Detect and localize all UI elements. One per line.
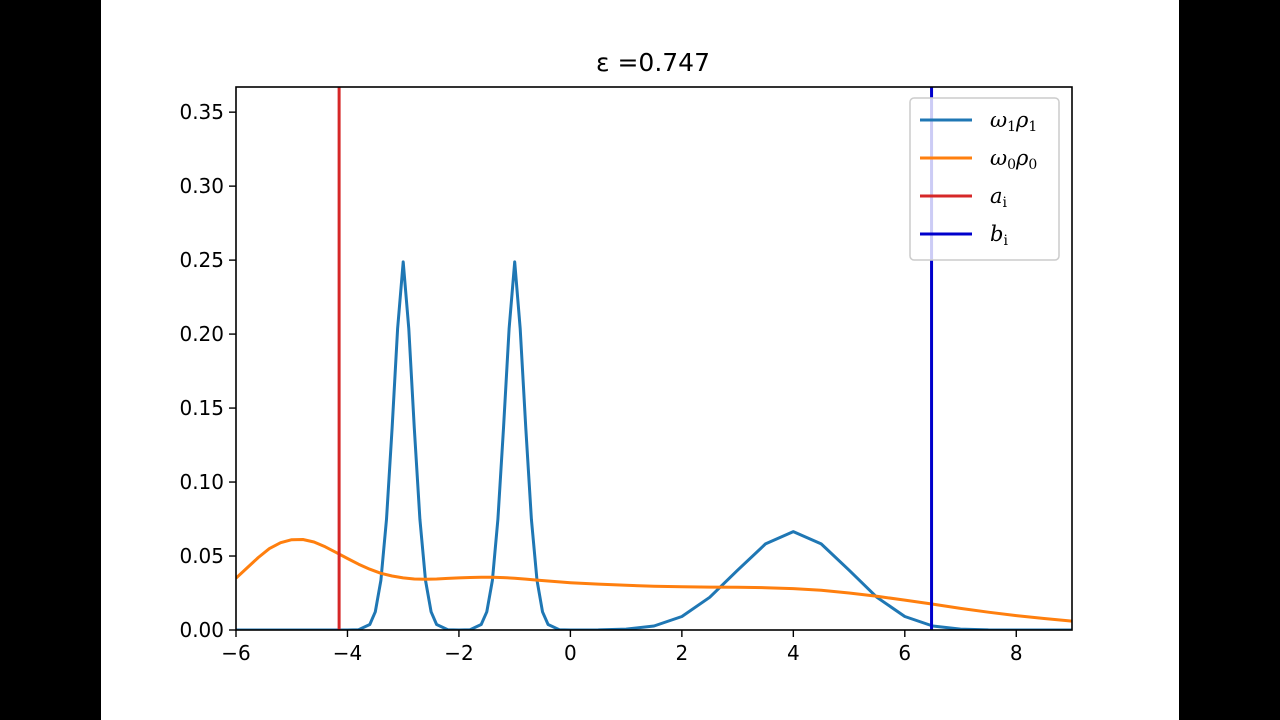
legend-label: ω0ρ0 — [990, 146, 1037, 173]
legend-label: ai — [990, 184, 1008, 211]
y-tick-label: 0.25 — [179, 248, 224, 272]
x-tick-label: 8 — [1010, 641, 1023, 665]
axes-frame — [235, 86, 1073, 631]
chart: ε =0.747 −6 −4 −2 0 2 4 6 8 0.00 0.05 0.10 0.15 0.20… — [179, 48, 1073, 665]
y-tick-label: 0.35 — [179, 100, 224, 124]
x-tick-label: 0 — [564, 641, 577, 665]
chart-title: ε =0.747 — [596, 48, 710, 77]
legend-box — [909, 97, 1060, 261]
x-tick-label: 6 — [898, 641, 911, 665]
x-tick-label: −6 — [221, 641, 250, 665]
y-tick-label: 0.30 — [179, 174, 224, 198]
x-tick-label: −2 — [444, 641, 473, 665]
legend: ω1ρ1 ω0ρ0 ai bi — [909, 97, 1060, 261]
legend-label: ω1ρ1 — [990, 108, 1037, 135]
legend-label: bi — [990, 222, 1008, 249]
x-tick-label: −4 — [333, 641, 362, 665]
legend-entry-a-i: ai — [920, 184, 1008, 211]
y-tick-label: 0.20 — [179, 322, 224, 346]
figure-frame: ε =0.747 −6 −4 −2 0 2 4 6 8 0.00 0.05 0.10 0.15 0.20… — [101, 0, 1179, 720]
legend-entry-b-i: bi — [920, 222, 1008, 249]
series-line-omega0-rho0 — [236, 538, 1072, 623]
y-tick-label: 0.10 — [179, 470, 224, 494]
y-tick-label: 0.05 — [179, 544, 224, 568]
x-tick-label: 4 — [787, 641, 800, 665]
legend-entry-omega0-rho0: ω0ρ0 — [920, 146, 1037, 173]
series-line-omega1-rho1 — [236, 260, 1072, 630]
x-tick-label: 2 — [675, 641, 688, 665]
y-tick-label: 0.00 — [179, 618, 224, 642]
legend-entry-omega1-rho1: ω1ρ1 — [920, 108, 1037, 135]
y-tick-label: 0.15 — [179, 396, 224, 420]
axes: −6 −4 −2 0 2 4 6 8 0.00 0.05 0.10 0.15 0.20 0.25 0.30 0… — [179, 86, 1073, 665]
